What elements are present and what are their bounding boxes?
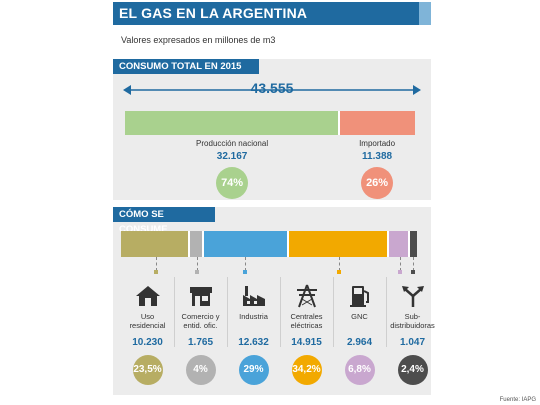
bar-segment-uso-residencial [121, 231, 189, 257]
use-label-line: eléctricas [290, 321, 323, 330]
use-value: 12.632 [238, 337, 269, 348]
column-divider [333, 277, 334, 347]
bar-segment-sub-distribuidoras [408, 231, 417, 257]
fuel-pump-icon [347, 284, 373, 313]
column-divider [227, 277, 228, 347]
connector-line [339, 257, 341, 271]
connector-line [245, 257, 247, 271]
use-value: 1.765 [187, 337, 214, 348]
bar-segment-importado [337, 111, 415, 135]
use-value: 10.230 [132, 337, 163, 348]
connector-line [413, 257, 415, 271]
connector-dot [411, 270, 416, 274]
use-value: 14.915 [291, 337, 322, 348]
total-consumption-panel: CONSUMO TOTAL EN 2015 43.555 Producción … [113, 59, 431, 200]
connector-dot [397, 270, 402, 274]
use-label-line: residencial [129, 321, 166, 330]
use-label-line: Uso [140, 312, 155, 321]
bar-segment-gnc [386, 231, 409, 257]
use-label: GNC [333, 312, 386, 321]
connector-dot [337, 270, 342, 274]
use-label-line: Centrales [290, 312, 323, 321]
use-label-line: GNC [351, 312, 368, 321]
connector-line [399, 257, 401, 271]
supply-value-importado: 11.388 [362, 151, 393, 162]
column-divider [386, 277, 387, 347]
use-label: Centrales eléctricas [280, 312, 333, 330]
source-note: Fuente: IAPG [499, 397, 536, 403]
subtitle: Valores expresados en millones de m3 [121, 35, 276, 45]
column-divider [174, 277, 175, 347]
consumption-by-use-panel: CÓMO SE CONSUME Uso residencial 10.230 23,5… [113, 207, 435, 395]
use-percent: 6,8% [344, 355, 375, 385]
use-label: Sub-distribuidoras [386, 312, 439, 330]
use-label: Comercio y entid. ofic. [174, 312, 227, 330]
use-percent: 4% [185, 355, 216, 385]
supply-percent-importado: 26% [361, 167, 394, 199]
uses-stacked-bar [121, 231, 417, 257]
supply-value-produccion-nacional: 32.167 [216, 151, 248, 162]
supply-label-importado: Importado [359, 139, 396, 148]
connector-dot [153, 270, 158, 274]
use-label-line: Industria [239, 312, 268, 321]
connector-dot [194, 270, 199, 274]
supply-label-produccion-nacional: Producción nacional [196, 139, 269, 148]
use-value: 2.964 [346, 337, 373, 348]
use-percent: 34,2% [291, 355, 322, 385]
use-label-line: entid. ofic. [183, 321, 218, 330]
connector-dot [243, 270, 248, 274]
power-tower-icon [294, 284, 320, 313]
split-arrows-icon [400, 284, 426, 313]
column-divider [280, 277, 281, 347]
bar-segment-comercio-y-entid-ofic [188, 231, 202, 257]
connector-line [155, 257, 157, 271]
bar-segment-centrales-electricas [286, 231, 387, 257]
use-percent: 2,4% [397, 355, 428, 385]
bar-segment-industria [201, 231, 287, 257]
use-percent: 23,5% [132, 355, 163, 385]
bar-segment-produccion-nacional [125, 111, 338, 135]
section-total-header: CONSUMO TOTAL EN 2015 [113, 59, 259, 74]
use-percent: 29% [238, 355, 269, 385]
use-label: Uso residencial [121, 312, 174, 330]
connector-line [196, 257, 198, 271]
supply-stacked-bar [125, 111, 415, 135]
title-bar: EL GAS EN LA ARGENTINA [113, 2, 431, 25]
use-label-line: Comercio y [181, 312, 220, 321]
page-title: EL GAS EN LA ARGENTINA [119, 5, 308, 21]
title-accent [419, 2, 431, 25]
use-label-line: Sub- [404, 312, 421, 321]
use-label: Industria [227, 312, 280, 321]
store-icon [188, 284, 214, 313]
section-uses-header: CÓMO SE CONSUME [113, 207, 215, 235]
total-double-arrow [123, 85, 421, 95]
use-value: 1.047 [399, 337, 426, 348]
house-icon [135, 284, 161, 313]
factory-icon [241, 284, 267, 313]
use-label-line: distribuidoras [390, 321, 435, 330]
total-value: 43.555 [250, 80, 294, 96]
supply-percent-produccion-nacional: 74% [216, 167, 249, 199]
